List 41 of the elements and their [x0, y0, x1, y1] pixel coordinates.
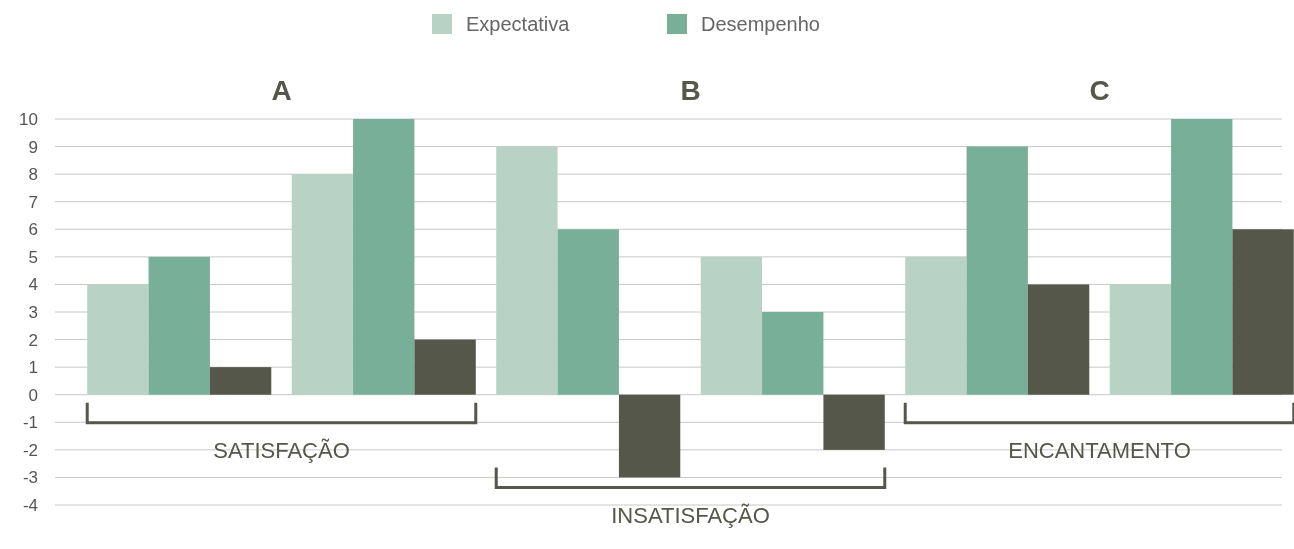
bar — [148, 256, 210, 395]
y-tick-label: 7 — [28, 192, 38, 212]
bar — [700, 256, 763, 395]
y-tick-label: 3 — [28, 302, 38, 322]
bar — [1232, 229, 1294, 395]
text: A — [271, 74, 292, 106]
y-tick-label: 0 — [28, 385, 38, 405]
bar — [823, 394, 885, 450]
bar — [414, 339, 476, 395]
bar — [87, 284, 149, 395]
annotation: ENCANTAMENTO — [1008, 438, 1191, 464]
y-tick-label: 8 — [28, 165, 38, 185]
bar — [1171, 119, 1233, 395]
bar — [557, 229, 619, 395]
text: C — [1089, 74, 1110, 106]
y-tick-label: -2 — [22, 440, 38, 460]
y-tick-label: 5 — [28, 247, 38, 267]
bar — [762, 312, 824, 395]
bar — [291, 174, 354, 395]
y-tick-label: 2 — [28, 330, 38, 350]
bar — [1109, 284, 1172, 395]
y-tick-label: 1 — [28, 358, 38, 378]
text: B — [680, 74, 701, 106]
legend-label: Desempenho — [701, 13, 820, 35]
y-tick-label: 6 — [28, 220, 38, 240]
bar — [905, 256, 967, 395]
bar — [209, 367, 272, 395]
bar — [966, 146, 1028, 395]
bar — [1027, 284, 1090, 395]
annotation: INSATISFAÇÃO — [611, 503, 770, 529]
y-tick-label: -3 — [22, 468, 38, 488]
y-tick-label: 4 — [28, 275, 38, 295]
bar — [496, 146, 558, 395]
bar — [618, 394, 681, 478]
legend-label: Expectativa — [466, 13, 571, 35]
y-tick-label: -4 — [22, 495, 38, 515]
y-tick-label: 10 — [19, 109, 38, 129]
y-tick-label: -1 — [22, 413, 38, 433]
y-tick-label: 9 — [28, 137, 38, 157]
annotation: SATISFAÇÃO — [213, 438, 350, 464]
bar — [353, 119, 415, 395]
